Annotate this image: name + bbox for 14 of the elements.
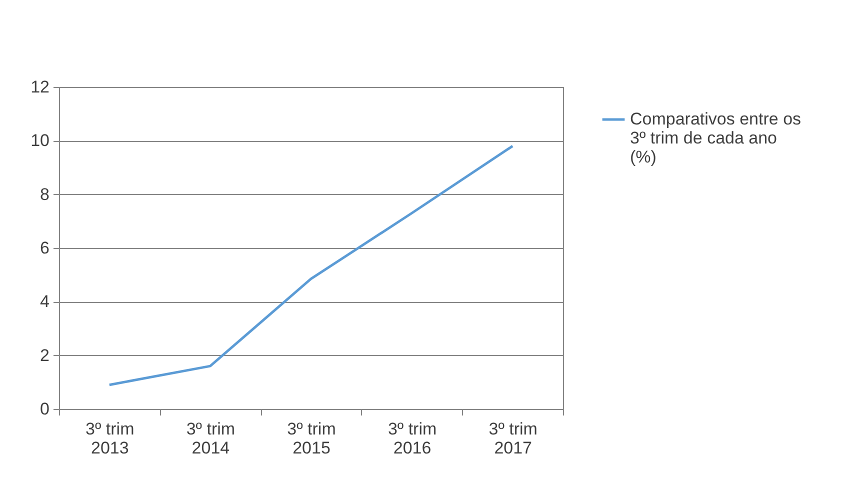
y-tick-label: 2 [40, 346, 50, 365]
x-tick-label: 3º trim 2017 [488, 420, 538, 458]
y-tick-label: 10 [30, 131, 50, 150]
x-tick-label: 3º trim 2015 [287, 420, 336, 458]
y-tick-label: 8 [40, 184, 50, 204]
y-tick-label: 6 [40, 238, 50, 258]
x-tick-label: 3º trim 2014 [186, 420, 236, 458]
y-tick-label: 12 [30, 78, 50, 96]
legend-label: Comparativos entre os 3º trim de cada ano (%) [630, 110, 802, 166]
line-series [108, 144, 514, 386]
y-tick-label: 4 [40, 292, 50, 312]
x-tick-label: 3º trim 2016 [388, 420, 437, 458]
x-tick-label: 3º trim 2013 [86, 420, 134, 458]
y-tick-label: 0 [40, 400, 50, 418]
